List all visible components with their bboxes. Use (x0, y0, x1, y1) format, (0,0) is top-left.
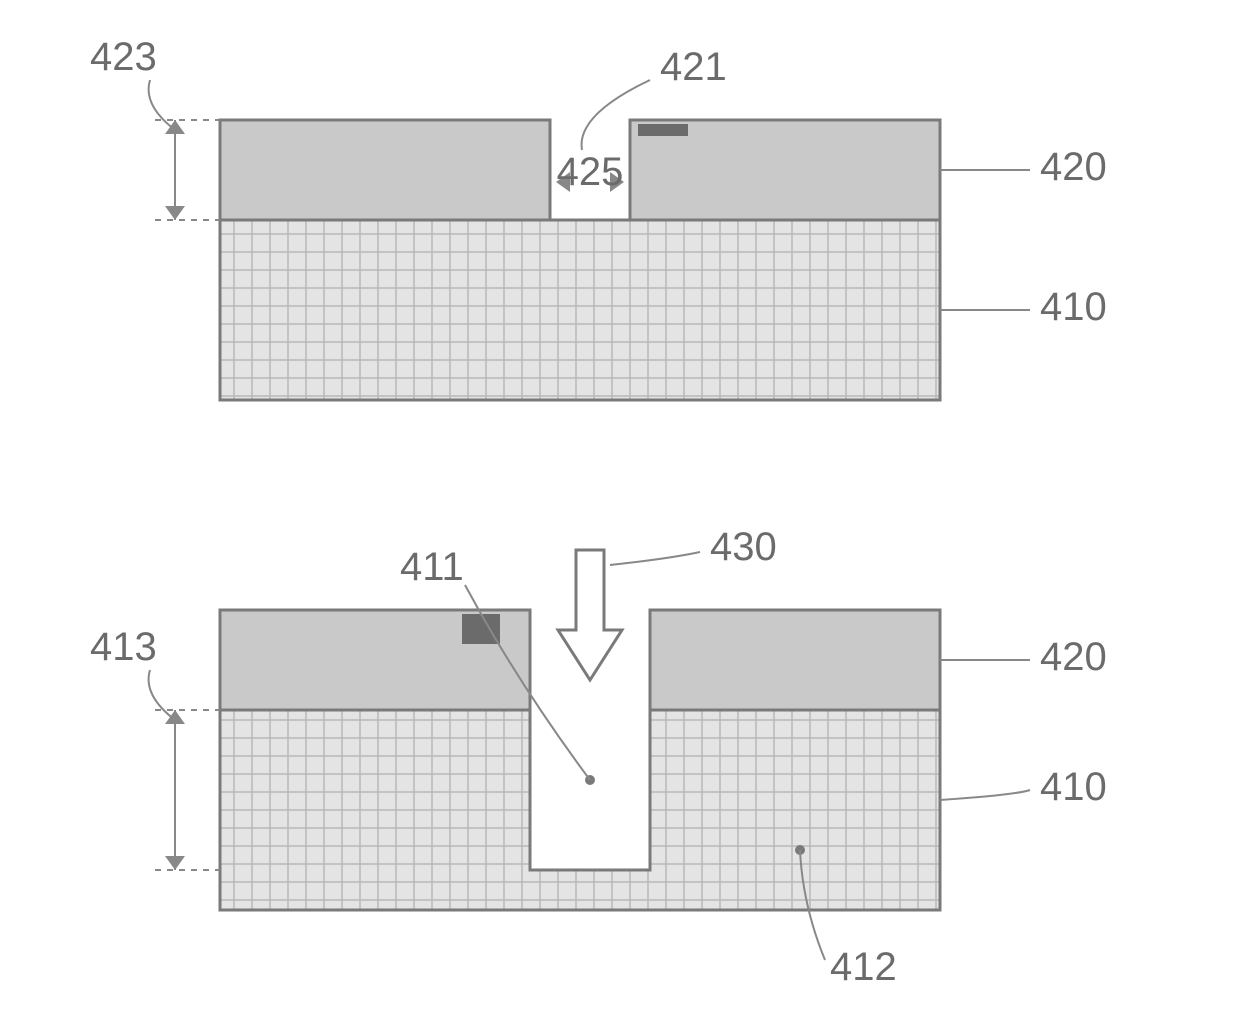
label-423-top: 423 (90, 35, 157, 79)
label-410-bottom: 410 (1040, 765, 1107, 809)
label-430-bottom: 430 (710, 525, 777, 569)
layer-420-left-top (220, 120, 550, 220)
substrate-410-bottom (220, 710, 940, 910)
patch-top (638, 124, 688, 136)
substrate-410-top (220, 220, 940, 400)
layer-420-right-bottom (650, 610, 940, 710)
label-413-bottom: 413 (90, 625, 157, 669)
label-420-bottom: 420 (1040, 635, 1107, 679)
patch-bottom (462, 614, 500, 644)
arrow-430 (558, 550, 622, 680)
label-412-bottom: 412 (830, 945, 897, 989)
label-410-top: 410 (1040, 285, 1107, 329)
label-421-top: 421 (660, 45, 727, 89)
label-411-bottom: 411 (400, 545, 464, 589)
label-420-top: 420 (1040, 145, 1107, 189)
label-425-top: 425 (557, 150, 624, 194)
